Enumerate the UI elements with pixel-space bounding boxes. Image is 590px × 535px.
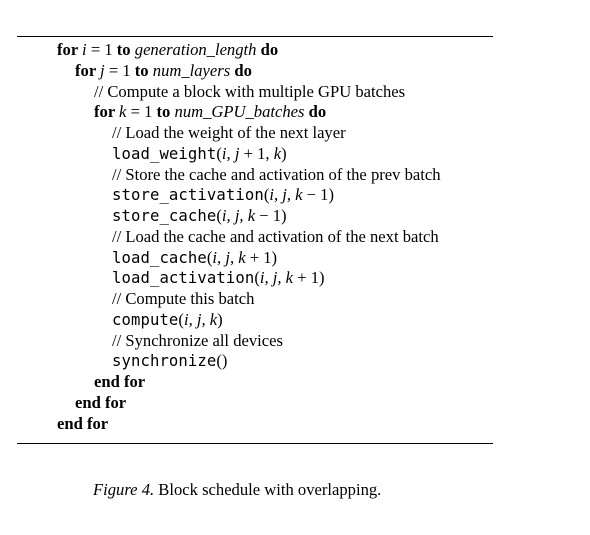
keyword: end for (57, 413, 109, 433)
keyword: end for (94, 372, 146, 391)
math-variable: i, j, k (269, 185, 303, 205)
keyword: for (75, 60, 101, 80)
function-name: store_activation (112, 186, 264, 205)
top-rule (17, 36, 493, 38)
algorithm-line: load_cache(i, j, k + 1) (112, 248, 277, 268)
caption-label: Figure 4. (93, 480, 155, 499)
function-name: compute (112, 310, 179, 329)
keyword: do (230, 60, 252, 80)
text: + 1) (245, 247, 278, 267)
text: ( (263, 185, 270, 205)
math-variable: i, j, k (212, 247, 246, 267)
text: ( (178, 309, 184, 329)
keyword: do (304, 102, 327, 122)
algorithm-line: for k = 1 to num_GPU_batches do (94, 102, 326, 122)
text: ) (281, 143, 287, 163)
math-variable: i, j, k (221, 206, 256, 225)
function-name: load_weight (112, 144, 217, 163)
algorithm-line: synchronize() (112, 351, 227, 371)
math-variable: i (82, 40, 87, 59)
algorithm-line: store_cache(i, j, k − 1) (112, 206, 287, 226)
math-variable: i, j, k (183, 309, 218, 329)
math-variable: i, j, k (259, 268, 294, 288)
algorithm-line: load_activation(i, j, k + 1) (112, 268, 325, 288)
algorithm-line: // Synchronize all devices (112, 331, 283, 351)
text: () (216, 351, 228, 371)
text: = 1 (104, 60, 135, 80)
keyword: for (94, 102, 120, 122)
algorithm-line: // Load the weight of the next layer (112, 123, 346, 143)
algorithm-line: // Store the cache and activation of the… (112, 165, 441, 185)
keyword: to (116, 40, 135, 59)
math-variable: k (119, 102, 127, 122)
algorithm-line: end for (57, 414, 108, 434)
algorithm-line: for j = 1 to num_layers do (75, 61, 252, 81)
text: = 1 (86, 40, 117, 59)
figure-caption: Figure 4. Block schedule with overlappin… (93, 480, 381, 500)
math-variable: i, j (221, 143, 240, 163)
algorithm-line: for i = 1 to generation_length do (57, 40, 278, 60)
algorithm-line: // Compute this batch (112, 289, 254, 309)
algorithm-line: // Load the cache and activation of the … (112, 227, 439, 247)
math-variable: generation_length (134, 40, 257, 59)
text: + 1) (293, 268, 325, 288)
text: // Compute a block with multiple GPU bat… (94, 81, 406, 101)
caption-text: Block schedule with overlapping. (154, 480, 382, 499)
text: ( (216, 143, 222, 163)
text: − 1) (302, 185, 335, 205)
algorithm-line: end for (94, 372, 145, 392)
bottom-rule (17, 443, 493, 445)
keyword: end for (75, 392, 127, 412)
algorithm-line: end for (75, 393, 126, 413)
function-name: load_activation (112, 269, 255, 288)
text: ( (206, 247, 213, 267)
text: = 1 (126, 102, 157, 122)
text: + 1, (239, 143, 274, 163)
text: // Synchronize all devices (112, 330, 283, 350)
math-variable: num_GPU_batches (174, 102, 305, 122)
keyword: do (256, 40, 279, 59)
algorithm-line: load_weight(i, j + 1, k) (112, 144, 287, 164)
text: ( (216, 206, 222, 225)
math-variable: j (100, 60, 105, 80)
function-name: load_cache (112, 248, 207, 267)
algorithm-line: compute(i, j, k) (112, 310, 223, 330)
text: ) (217, 309, 223, 329)
text: // Compute this batch (112, 289, 255, 308)
math-variable: k (273, 143, 282, 163)
function-name: store_cache (112, 207, 217, 225)
text: // Store the cache and activation of the… (112, 164, 441, 184)
text: − 1) (255, 206, 287, 225)
text: // Load the cache and activation of the … (112, 226, 439, 246)
text: ( (254, 268, 260, 288)
algorithm-line: // Compute a block with multiple GPU bat… (94, 82, 405, 102)
algorithm-line: store_activation(i, j, k − 1) (112, 185, 334, 205)
keyword: to (134, 60, 153, 80)
text: // Load the weight of the next layer (112, 123, 346, 142)
keyword: for (57, 40, 83, 59)
keyword: to (156, 102, 175, 122)
math-variable: num_layers (152, 60, 231, 80)
function-name: synchronize (112, 352, 217, 371)
